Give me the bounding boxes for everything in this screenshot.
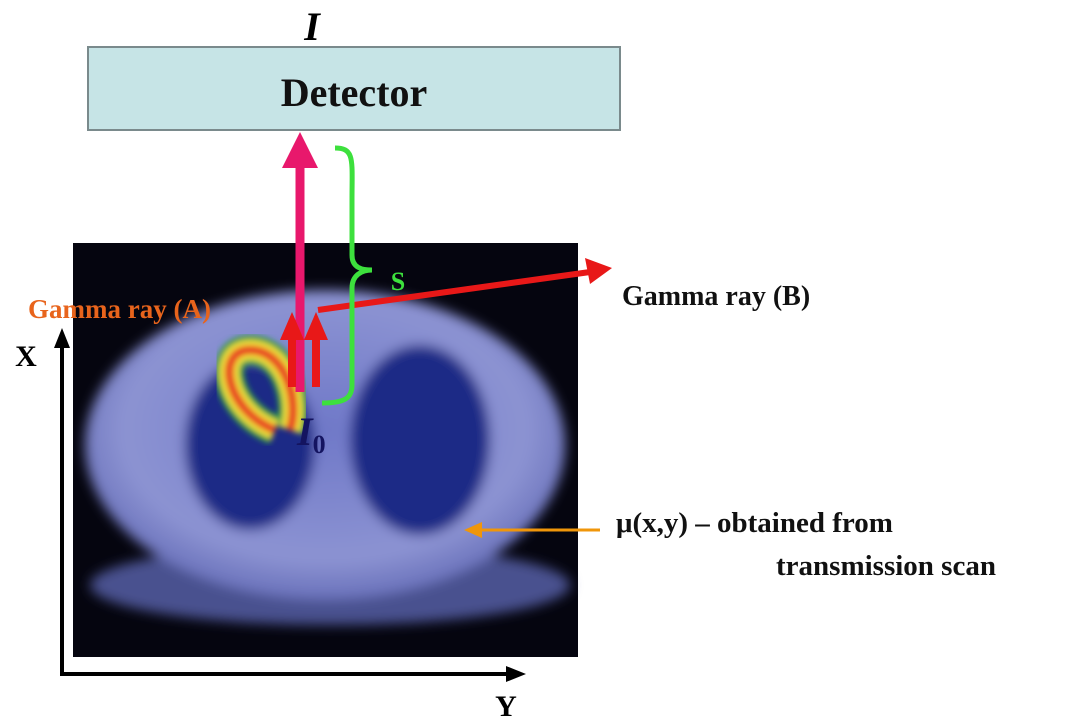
attenuation-line2: transmission scan bbox=[776, 550, 996, 582]
gamma-b-label: Gamma ray (B) bbox=[622, 281, 810, 312]
x-axis-label: X bbox=[15, 340, 37, 373]
path-label: S bbox=[391, 267, 405, 296]
gamma-a-label: Gamma ray (A) bbox=[28, 294, 211, 324]
ray-b-head bbox=[585, 258, 612, 284]
y-axis-head bbox=[506, 666, 526, 682]
intensity-label: I bbox=[303, 4, 321, 49]
attenuation-line1: μ(x,y) – obtained from bbox=[616, 507, 893, 539]
diagram: I Detector S Gamma ray (A) Gamma ray (B)… bbox=[0, 0, 1073, 721]
ct-body bbox=[85, 290, 570, 625]
detector-label: Detector bbox=[281, 70, 428, 115]
x-axis-head bbox=[54, 328, 70, 348]
y-axis-label: Y bbox=[495, 690, 517, 721]
